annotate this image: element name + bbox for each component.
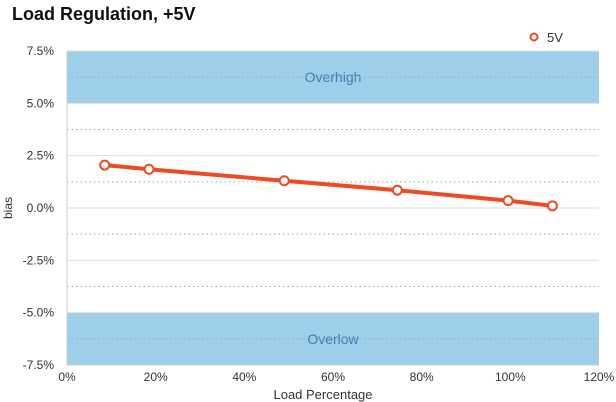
series-line-5v — [102, 163, 555, 208]
y-tick-label: -7.5% — [23, 358, 55, 372]
data-point — [502, 195, 514, 207]
y-axis-label: bias — [1, 197, 15, 219]
y-tick-label: 0.0% — [27, 201, 55, 215]
data-point — [99, 159, 111, 171]
chart-title: Load Regulation, +5V — [12, 4, 196, 24]
legend-label: 5V — [547, 30, 563, 45]
x-axis-label: Load Percentage — [273, 387, 372, 402]
x-tick-label: 120% — [584, 370, 615, 384]
data-point — [278, 175, 290, 187]
data-point — [391, 184, 403, 196]
x-tick-label: 60% — [321, 370, 345, 384]
legend-marker — [529, 32, 539, 42]
y-tick-label: 2.5% — [27, 149, 55, 163]
x-tick-label: 20% — [144, 370, 168, 384]
y-tick-label: 5.0% — [27, 96, 55, 110]
y-tick-label: -2.5% — [23, 253, 55, 267]
x-tick-label: 40% — [232, 370, 256, 384]
y-tick-label: 7.5% — [27, 44, 55, 58]
x-tick-label: 0% — [58, 370, 76, 384]
x-tick-label: 80% — [410, 370, 434, 384]
x-tick-label: 100% — [495, 370, 526, 384]
data-point — [143, 163, 155, 175]
data-point — [546, 200, 558, 212]
y-tick-label: -5.0% — [23, 306, 55, 320]
